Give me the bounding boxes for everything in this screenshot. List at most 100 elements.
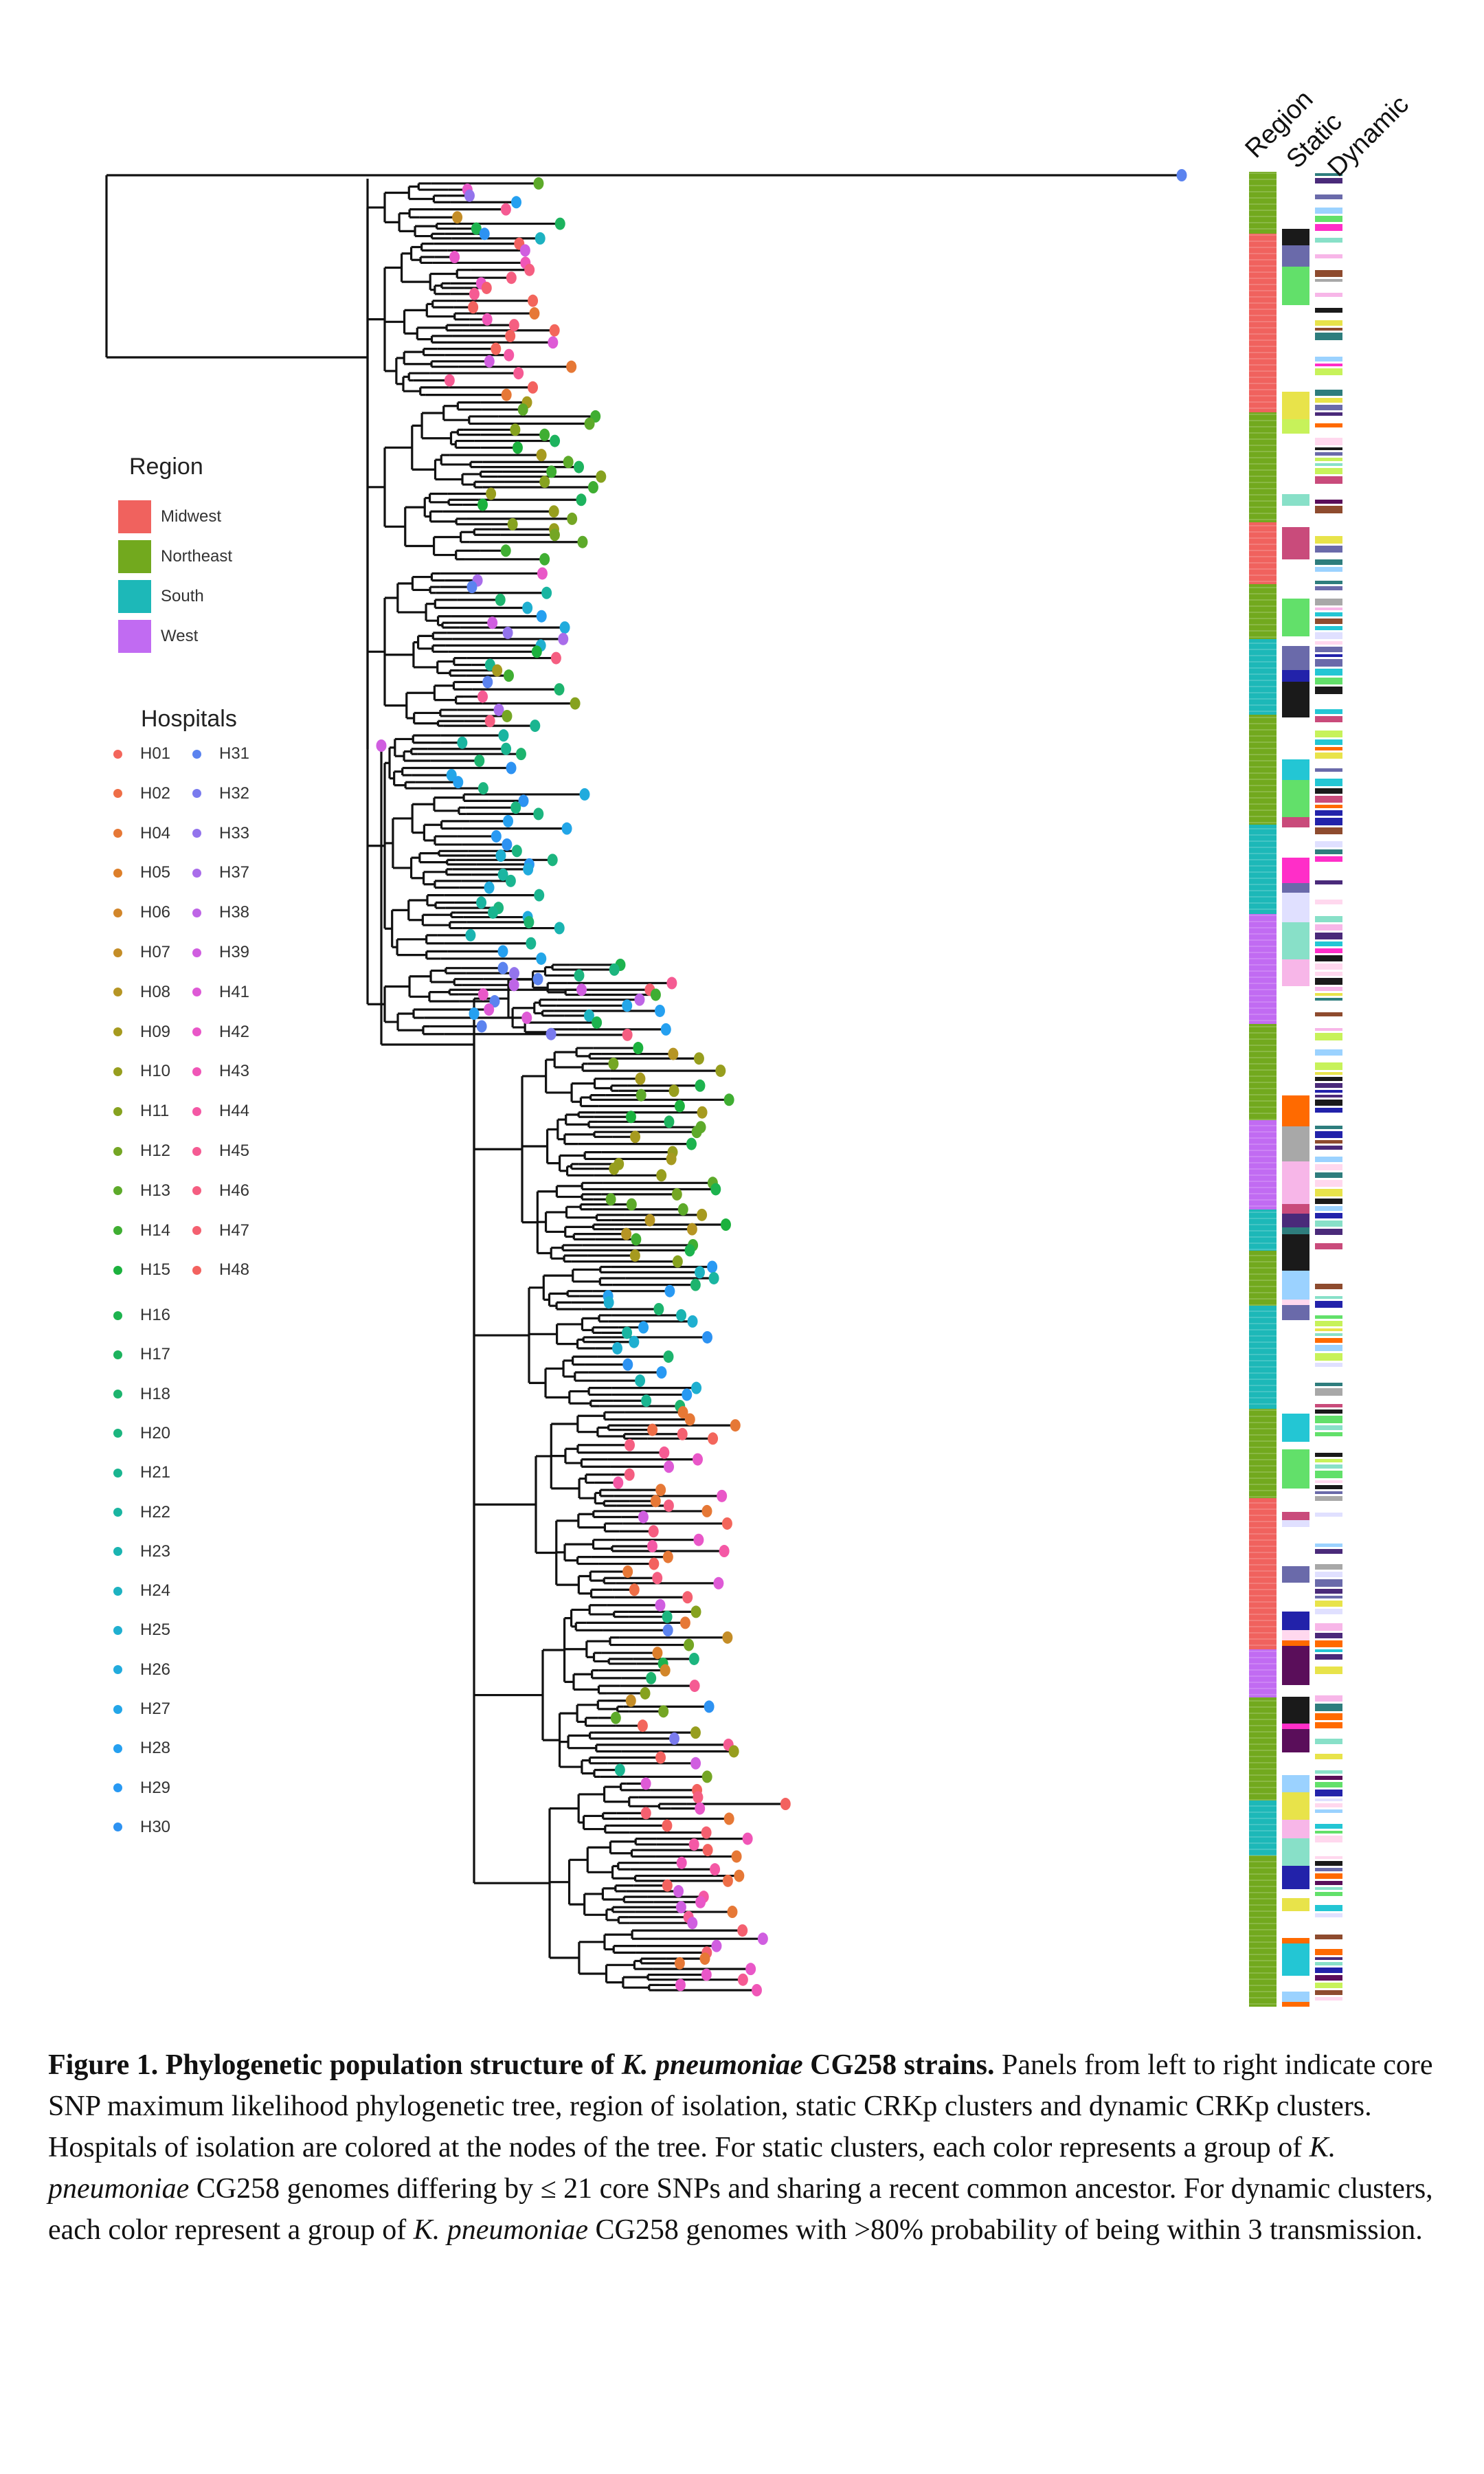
region-legend-item-south: South [118,580,204,613]
tree-tip-node [561,822,572,835]
tree-tip-node [690,1605,701,1618]
tree-tip-node [629,1583,640,1596]
dynamic-cluster-band [1315,320,1342,326]
static-cluster-band [1282,1520,1309,1527]
static-cluster-band [1282,1234,1309,1271]
dynamic-cluster-band [1315,368,1342,375]
tree-tip-node [502,626,513,639]
tree-tip-node [682,1591,693,1604]
static-cluster-band [1282,1566,1309,1583]
hospital-legend-label: H10 [140,1062,171,1081]
dynamic-cluster-band [1315,423,1342,427]
tree-tip-node [647,1423,658,1436]
dynamic-cluster-band [1315,1383,1342,1386]
tree-tip-node [742,1832,753,1845]
dynamic-cluster-band [1315,924,1342,930]
dynamic-cluster-band [1315,1770,1342,1774]
hospital-legend-label: H11 [140,1102,170,1121]
dynamic-cluster-band [1315,1126,1342,1129]
region-band [1249,1210,1277,1251]
region-swatch [118,540,151,573]
tree-tip-node [635,1072,646,1085]
dynamic-cluster-band [1315,1072,1342,1075]
tree-tip-node [695,1895,706,1908]
tree-tip-node [468,301,479,314]
hospital-dot [113,749,122,759]
dynamic-cluster-band [1315,293,1342,297]
caption-species-2: K. pneumoniae [413,2214,589,2246]
tree-tip-node [497,961,508,974]
dynamic-cluster-band [1315,581,1342,584]
hospital-legend-label: H41 [219,982,250,1001]
tree-tip-node [574,460,585,473]
region-legend-item-northeast: Northeast [118,540,232,573]
tree-tip-node [583,1009,594,1022]
hospital-dot [113,1429,122,1438]
dynamic-cluster-band [1315,1028,1342,1031]
tree-tip-node [710,1183,721,1196]
dynamic-cluster-band [1315,178,1342,183]
tree-tip-node [624,1468,635,1481]
tree-tip-node [497,868,508,881]
tree-tip-node [500,544,511,557]
hospital-legend-label: H04 [140,823,171,843]
tree-tip-node [510,801,521,814]
hospital-legend-label: H01 [140,744,171,763]
hospital-legend-item-h18: H18 [113,1385,170,1404]
tree-tip-node [629,1249,640,1262]
dynamic-cluster-band [1315,827,1342,834]
tree-tip-node [708,1271,719,1284]
tree-tip-node [662,1610,673,1623]
dynamic-cluster-band [1315,1353,1342,1361]
tree-tip-node [505,874,516,887]
tree-tip-node [529,307,540,320]
tree-tip-node [655,1484,666,1497]
hospital-legend-label: H22 [140,1502,171,1522]
hospital-legend-item-h13: H13 [113,1181,170,1201]
dynamic-cluster-band [1315,768,1342,772]
dynamic-cluster-band [1315,998,1342,1001]
dynamic-cluster-band [1315,1549,1342,1554]
dynamic-cluster-band [1315,1140,1342,1144]
dynamic-cluster-band [1315,739,1342,745]
hospital-dot [192,1265,201,1275]
tree-tip-node [502,838,513,851]
tree-tip-node [674,1100,685,1113]
dynamic-cluster-band [1315,390,1342,396]
dynamic-cluster-band [1315,1868,1342,1871]
tree-tip-node [675,1979,686,1992]
dynamic-cluster-band [1315,1464,1342,1469]
dynamic-cluster-band [1315,364,1342,366]
hospital-dot [113,1265,122,1275]
tree-tip-node [587,481,598,494]
dynamic-cluster-band [1315,1803,1342,1807]
dynamic-cluster-band [1315,1873,1342,1879]
static-cluster-band [1282,1300,1309,1305]
tree-tip-node [710,1863,721,1876]
dynamic-cluster-band [1315,1404,1342,1407]
region-legend-label: Midwest [161,507,222,526]
hospital-legend-item-h02: H02 [113,784,170,803]
dynamic-cluster-band [1315,1713,1342,1720]
tree-tip-node [688,1652,699,1665]
dynamic-cluster-band [1315,1409,1342,1414]
dynamic-cluster-band [1315,1962,1342,1965]
tree-tip-node [489,995,500,1008]
tree-tip-node [664,1284,675,1297]
tree-tip-node [622,1358,633,1371]
tree-tip-node [694,1266,705,1279]
tree-tip-node [731,1850,742,1863]
region-band [1249,1409,1277,1498]
tree-tip-node [476,1020,487,1033]
tree-tip-node [737,1924,748,1937]
hospital-dot [113,1743,122,1753]
hospital-dot [192,1226,201,1236]
dynamic-cluster-band [1315,194,1342,199]
region-band [1249,1024,1277,1120]
tree-tip-node [506,271,517,285]
static-cluster-strip [1282,229,1309,2007]
static-cluster-band [1282,1214,1309,1227]
dynamic-cluster-band [1315,333,1342,340]
region-band [1249,1649,1277,1697]
static-cluster-band [1282,1938,1309,1943]
